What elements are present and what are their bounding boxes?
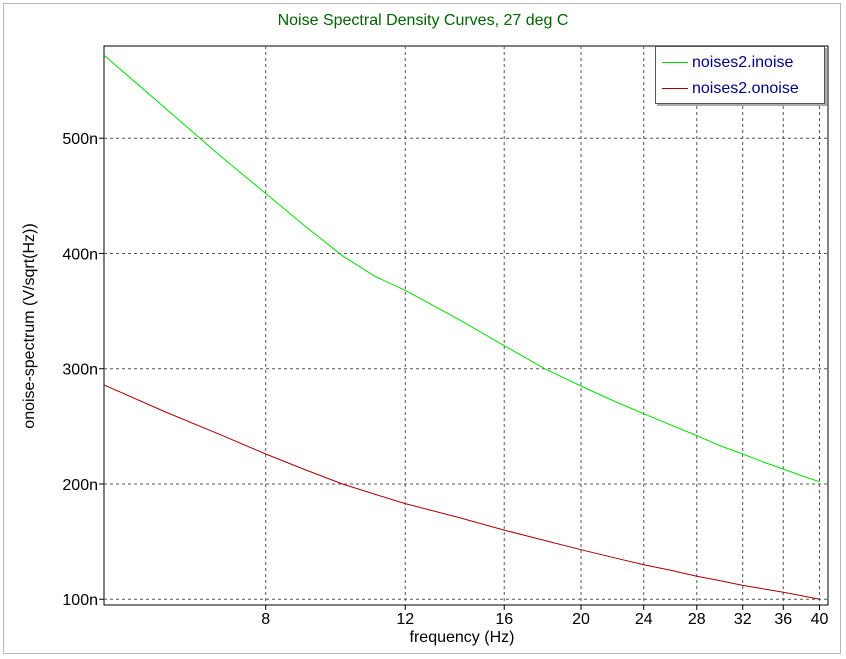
y-tick-label: 200n: [62, 477, 98, 494]
plot-border: [103, 45, 829, 606]
x-tick-label: 40: [811, 611, 829, 628]
legend-swatch-inoise: [662, 62, 688, 63]
x-tick-label: 12: [396, 611, 414, 628]
x-tick-label: 28: [688, 611, 706, 628]
y-tick-label: 500n: [62, 131, 98, 148]
series-line-noises2-onoise: [103, 384, 820, 600]
chart-title: Noise Spectral Density Curves, 27 deg C: [277, 12, 569, 29]
y-tick-label: 400n: [62, 246, 98, 263]
legend: noises2.inoise noises2.onoise: [655, 46, 825, 104]
x-tick-label: 24: [635, 611, 653, 628]
legend-entry-onoise: noises2.onoise: [656, 76, 824, 102]
x-tick-label: 36: [774, 611, 792, 628]
y-axis-label: onoise-spectrum (V/sqrt(Hz)): [21, 223, 38, 429]
x-tick-label: 20: [572, 611, 590, 628]
legend-swatch-onoise: [662, 88, 688, 89]
x-tick-label: 16: [495, 611, 513, 628]
series-line-noises2-inoise: [103, 54, 820, 483]
legend-entry-inoise: noises2.inoise: [656, 50, 824, 76]
legend-label-inoise: noises2.inoise: [692, 54, 794, 71]
y-tick-label: 300n: [62, 362, 98, 379]
chart-frame: [3, 3, 841, 654]
y-tick-label: 100n: [62, 592, 98, 609]
legend-label-onoise: noises2.onoise: [692, 80, 799, 97]
x-axis-label: frequency (Hz): [409, 629, 515, 646]
x-tick-label: 8: [261, 611, 270, 628]
x-tick-label: 32: [734, 611, 752, 628]
